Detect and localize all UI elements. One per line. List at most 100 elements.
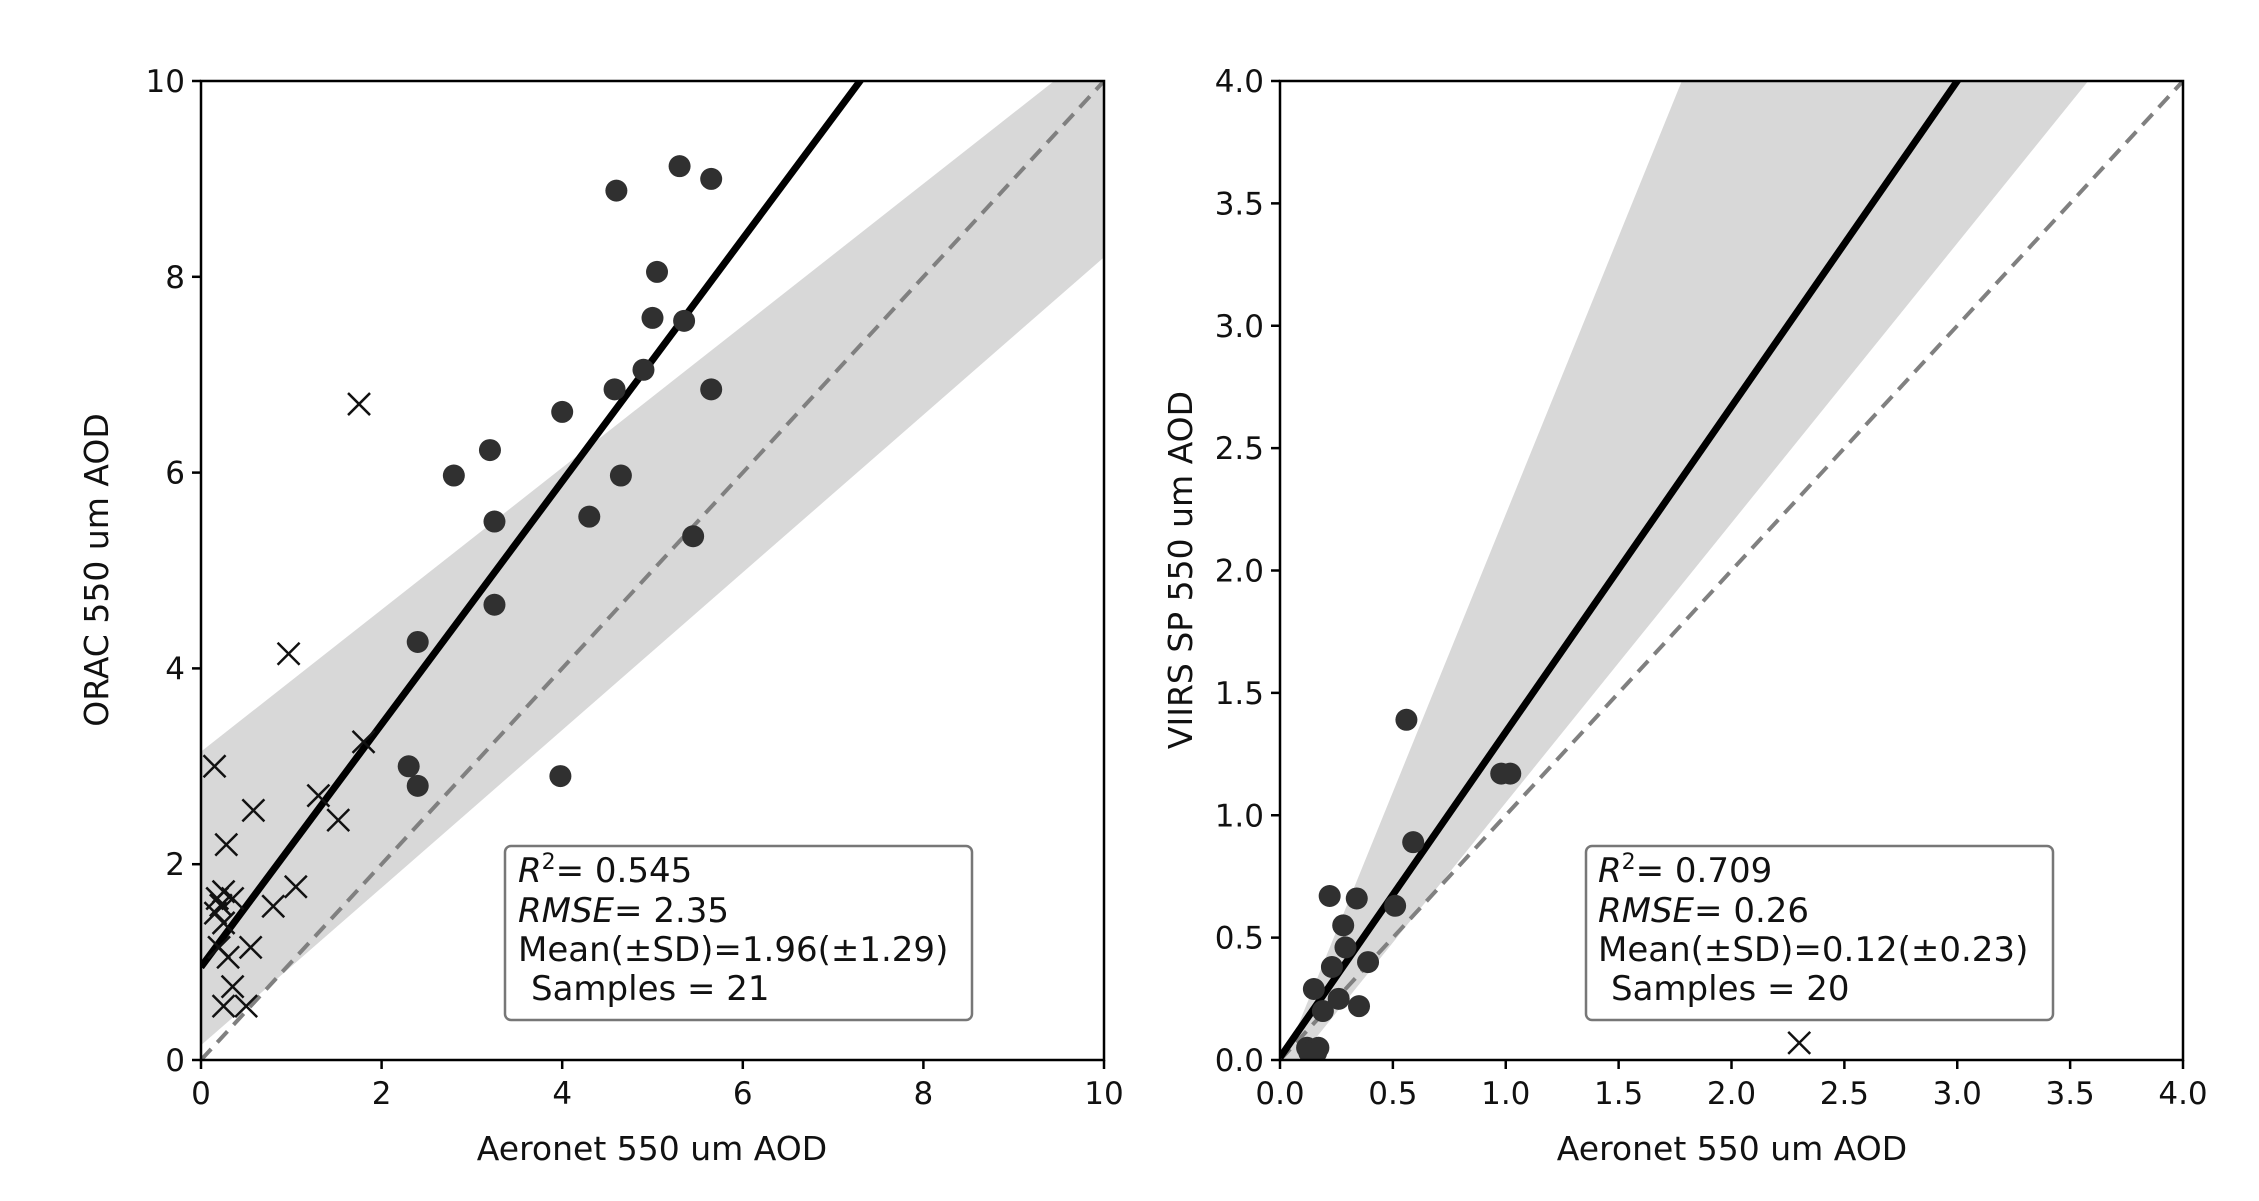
data-point	[1490, 762, 1513, 785]
data-point	[1348, 995, 1371, 1018]
y-tick-label: 2	[165, 847, 185, 883]
mean-sd: Mean(±SD)=0.12(±0.23)	[1598, 930, 2028, 970]
stats-box: R2= 0.709 RMSE= 0.26 Mean(±SD)=0.12(±0.2…	[1584, 844, 2055, 1022]
x-tick-label: 0.5	[1368, 1076, 1417, 1112]
confidence-band	[1284, 81, 2089, 1060]
data-point	[1332, 914, 1355, 937]
data-point	[605, 179, 628, 202]
y-axis-ticks: 0 2 4 6 8 10	[146, 64, 201, 1079]
data-point	[551, 400, 574, 423]
excluded-point	[351, 729, 376, 754]
data-point	[700, 167, 723, 190]
excluded-point	[241, 798, 266, 823]
data-point	[1334, 936, 1357, 959]
data-point	[1318, 885, 1341, 908]
excluded-point	[220, 886, 245, 911]
x-tick-label: 3.0	[1933, 1076, 1982, 1112]
confidence-band	[201, 81, 1104, 1046]
data-point	[1305, 1041, 1328, 1060]
y-tick-label: 8	[165, 260, 185, 296]
excluded-point	[283, 874, 308, 899]
x-tick-label: 4.0	[2158, 1076, 2207, 1112]
r-squared: R2= 0.709	[1598, 850, 1772, 891]
data-point	[483, 593, 506, 616]
y-axis-label: VIIRS SP 550 um AOD	[1161, 391, 1200, 749]
y-tick-label: 4.0	[1215, 64, 1264, 100]
data-points	[202, 155, 723, 1019]
excluded-point	[238, 935, 263, 960]
x-axis-ticks: 0.0 0.5 1.0 1.5 2.0 2.5 3.0 3.5 4.0	[1255, 1060, 2208, 1112]
x-tick-label: 10	[1084, 1076, 1123, 1112]
y-tick-label: 4	[165, 651, 185, 687]
excluded-point	[216, 945, 240, 970]
y-tick-label: 6	[165, 456, 185, 492]
regression-line	[1280, 81, 1962, 1060]
y-axis-label: ORAC 550 um AOD	[77, 413, 116, 727]
y-tick-label: 0.0	[1215, 1043, 1264, 1079]
data-point	[632, 358, 655, 381]
data-point	[641, 306, 664, 329]
x-tick-label: 0	[191, 1076, 211, 1112]
data-point	[646, 260, 669, 283]
samples: Samples = 21	[531, 969, 770, 1009]
rmse: RMSE= 2.35	[518, 891, 729, 931]
data-point	[1345, 887, 1368, 910]
data-point	[1320, 955, 1343, 978]
y-tick-label: 2.5	[1215, 431, 1264, 467]
excluded-point	[326, 808, 351, 833]
y-tick-label: 0.5	[1215, 921, 1264, 957]
x-tick-label: 0.0	[1255, 1076, 1304, 1112]
samples: Samples = 20	[1611, 969, 1850, 1009]
data-point	[478, 439, 501, 462]
excluded-point	[214, 832, 239, 857]
data-point	[406, 630, 429, 653]
data-point	[682, 525, 705, 548]
data-point	[1402, 831, 1425, 854]
data-points	[1296, 708, 1812, 1060]
data-point	[483, 510, 506, 533]
y-tick-label: 3.5	[1215, 186, 1264, 222]
viirs-scatter-panel: 0.0 0.5 1.0 1.5 2.0 2.5 3.0 3.5 4.0 0.0 0.5 1.0 1.5…	[1161, 64, 2208, 1168]
data-point	[1311, 1000, 1334, 1023]
stats-box: R2= 0.545 RMSE= 2.35 Mean(±SD)=1.96(±1.2…	[503, 844, 974, 1022]
data-point	[1327, 987, 1350, 1010]
data-point	[406, 774, 429, 797]
x-axis-label: Aeronet 550 um AOD	[477, 1129, 827, 1168]
excluded-point	[306, 783, 331, 808]
excluded-point	[276, 641, 301, 666]
y-tick-label: 1.0	[1215, 798, 1264, 834]
regression-line	[201, 81, 865, 970]
mean-sd: Mean(±SD)=1.96(±1.29)	[518, 930, 948, 970]
data-point	[442, 464, 465, 487]
y-tick-label: 2.0	[1215, 554, 1264, 590]
x-tick-label: 2.5	[1820, 1076, 1869, 1112]
data-point	[673, 309, 696, 332]
data-point	[700, 378, 723, 401]
y-tick-label: 0	[165, 1043, 185, 1079]
data-point	[609, 464, 632, 487]
data-point	[578, 505, 601, 528]
excluded-point	[261, 894, 286, 919]
excluded-point	[347, 392, 371, 416]
excluded-point	[202, 754, 227, 779]
x-tick-label: 4	[552, 1076, 572, 1112]
one-to-one-line	[1280, 81, 2183, 1060]
x-tick-label: 2.0	[1707, 1076, 1756, 1112]
data-point	[397, 755, 420, 778]
data-point	[1384, 894, 1407, 917]
data-point	[668, 155, 691, 178]
data-point	[1395, 708, 1418, 731]
rmse: RMSE= 0.26	[1598, 891, 1809, 931]
x-tick-label: 6	[733, 1076, 753, 1112]
plot-frame	[199, 79, 1106, 1062]
x-axis-label: Aeronet 550 um AOD	[1557, 1129, 1907, 1168]
r-squared: R2= 0.545	[518, 850, 692, 891]
one-to-one-line	[201, 81, 1104, 1060]
orac-scatter-panel: 0 2 4 6 8 10 0 2 4 6 8 10 Aeronet 550 um AOD ORAC …	[77, 64, 1124, 1168]
excluded-point	[220, 974, 245, 999]
y-axis-ticks: 0.0 0.5 1.0 1.5 2.0 2.5 3.0 3.5 4.0	[1215, 64, 1280, 1079]
excluded-point	[234, 994, 259, 1019]
x-tick-label: 2	[372, 1076, 392, 1112]
excluded-point	[1787, 1030, 1812, 1055]
